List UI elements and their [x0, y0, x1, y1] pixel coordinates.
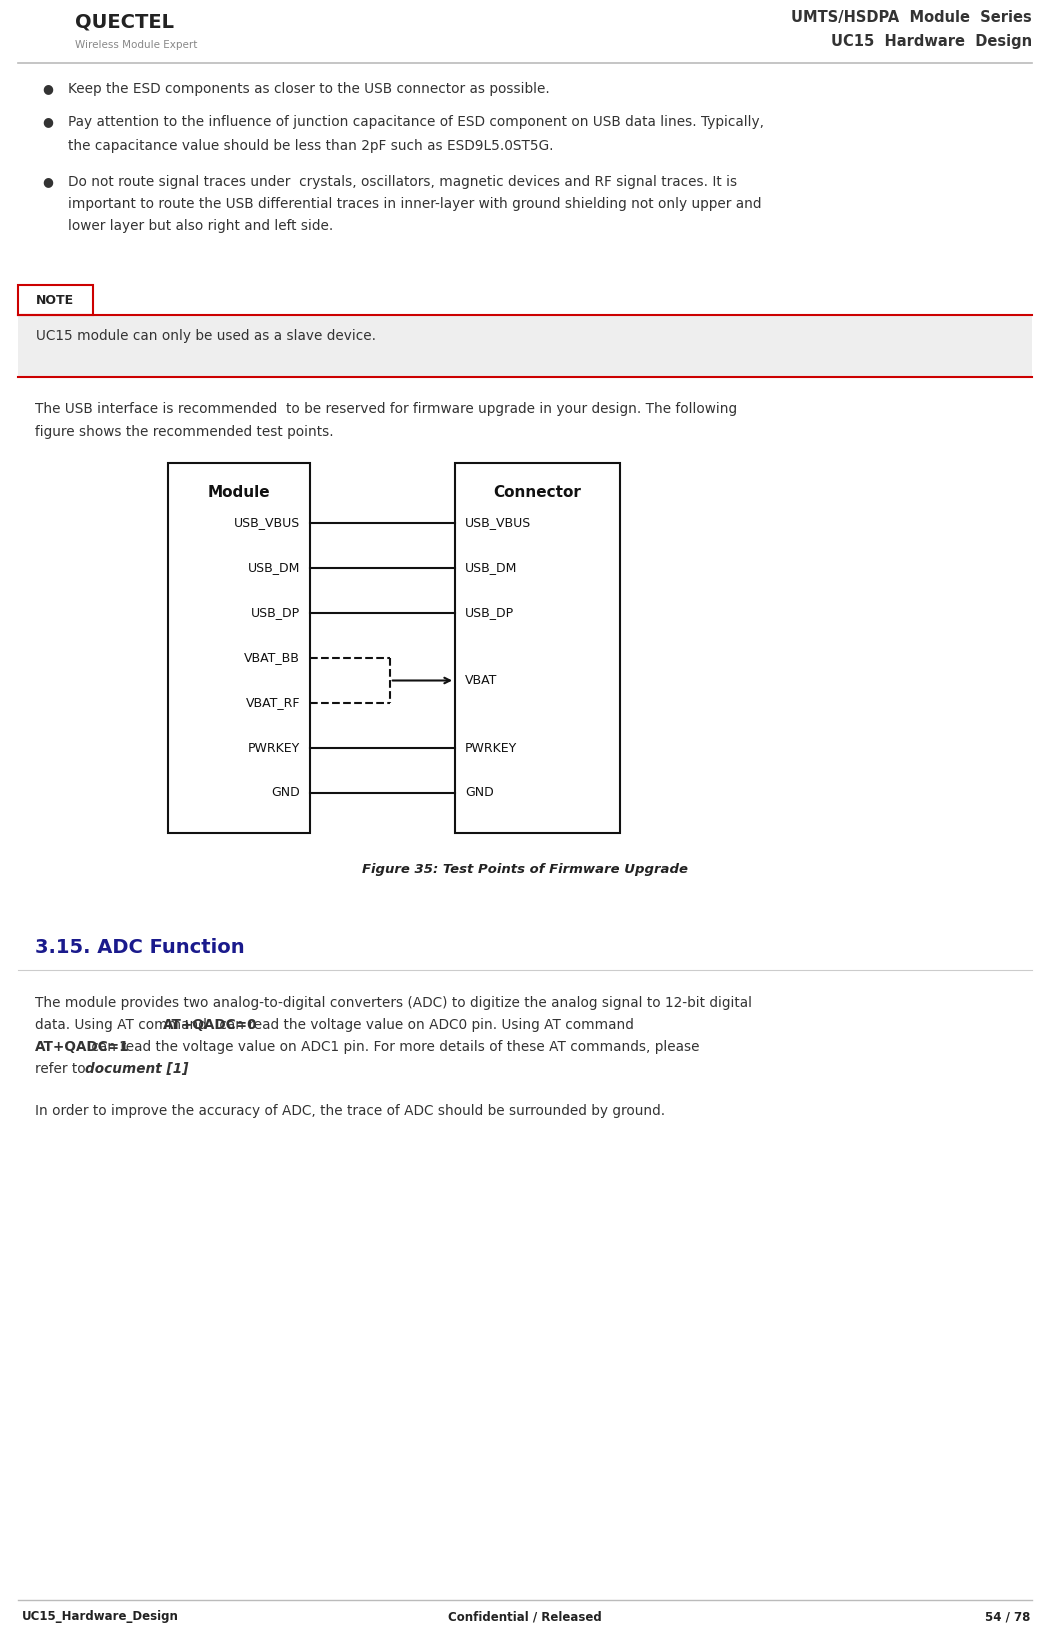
Text: VBAT_RF: VBAT_RF — [246, 696, 300, 709]
Text: PWRKEY: PWRKEY — [465, 742, 518, 755]
Bar — [18, 314, 1032, 377]
Text: GND: GND — [271, 786, 300, 799]
Text: Figure 35: Test Points of Firmware Upgrade: Figure 35: Test Points of Firmware Upgra… — [362, 863, 688, 876]
Text: UC15 module can only be used as a slave device.: UC15 module can only be used as a slave … — [36, 329, 376, 342]
Text: USB_DM: USB_DM — [465, 562, 518, 575]
Text: document [1]: document [1] — [85, 1061, 188, 1076]
Text: figure shows the recommended test points.: figure shows the recommended test points… — [35, 424, 334, 439]
Text: refer to: refer to — [35, 1061, 90, 1076]
Text: the capacitance value should be less than 2pF such as ESD9L5.0ST5G.: the capacitance value should be less tha… — [68, 139, 553, 152]
Text: NOTE: NOTE — [36, 293, 75, 306]
Text: Do not route signal traces under  crystals, oscillators, magnetic devices and RF: Do not route signal traces under crystal… — [68, 175, 737, 188]
Text: .: . — [155, 1061, 160, 1076]
Text: GND: GND — [465, 786, 493, 799]
Text: important to route the USB differential traces in inner-layer with ground shield: important to route the USB differential … — [68, 197, 761, 211]
Text: VBAT_BB: VBAT_BB — [244, 652, 300, 665]
Text: AT+QADC=1: AT+QADC=1 — [35, 1040, 130, 1053]
Text: can read the voltage value on ADC0 pin. Using AT command: can read the voltage value on ADC0 pin. … — [215, 1017, 634, 1032]
Text: UMTS/HSDPA  Module  Series: UMTS/HSDPA Module Series — [792, 10, 1032, 25]
Text: lower layer but also right and left side.: lower layer but also right and left side… — [68, 219, 333, 233]
Text: UC15  Hardware  Design: UC15 Hardware Design — [831, 34, 1032, 49]
Text: Keep the ESD components as closer to the USB connector as possible.: Keep the ESD components as closer to the… — [68, 82, 550, 97]
Text: QUECTEL: QUECTEL — [75, 11, 174, 31]
Text: Connector: Connector — [494, 485, 582, 500]
Text: Pay attention to the influence of junction capacitance of ESD component on USB d: Pay attention to the influence of juncti… — [68, 115, 764, 129]
Text: UC15_Hardware_Design: UC15_Hardware_Design — [22, 1610, 179, 1623]
Text: 54 / 78: 54 / 78 — [985, 1610, 1030, 1623]
Text: data. Using AT command: data. Using AT command — [35, 1017, 211, 1032]
Text: ●: ● — [42, 175, 52, 188]
Text: VBAT: VBAT — [465, 673, 498, 686]
Text: The module provides two analog-to-digital converters (ADC) to digitize the analo: The module provides two analog-to-digita… — [35, 996, 752, 1011]
Text: Wireless Module Expert: Wireless Module Expert — [75, 39, 197, 51]
Text: USB_DP: USB_DP — [465, 606, 514, 619]
Text: ●: ● — [42, 82, 52, 95]
Text: USB_VBUS: USB_VBUS — [234, 516, 300, 529]
Text: 3.15. ADC Function: 3.15. ADC Function — [35, 939, 245, 957]
Text: Confidential / Released: Confidential / Released — [448, 1610, 602, 1623]
Text: Module: Module — [208, 485, 270, 500]
Text: can read the voltage value on ADC1 pin. For more details of these AT commands, p: can read the voltage value on ADC1 pin. … — [87, 1040, 700, 1053]
Text: USB_DM: USB_DM — [248, 562, 300, 575]
Bar — [168, 464, 310, 834]
Bar — [455, 464, 620, 834]
Text: USB_DP: USB_DP — [251, 606, 300, 619]
Text: ●: ● — [42, 115, 52, 128]
Text: AT+QADC=0: AT+QADC=0 — [163, 1017, 257, 1032]
Text: In order to improve the accuracy of ADC, the trace of ADC should be surrounded b: In order to improve the accuracy of ADC,… — [35, 1104, 665, 1119]
Text: USB_VBUS: USB_VBUS — [465, 516, 531, 529]
Bar — [18, 285, 93, 314]
Text: PWRKEY: PWRKEY — [248, 742, 300, 755]
Text: The USB interface is recommended  to be reserved for firmware upgrade in your de: The USB interface is recommended to be r… — [35, 401, 737, 416]
